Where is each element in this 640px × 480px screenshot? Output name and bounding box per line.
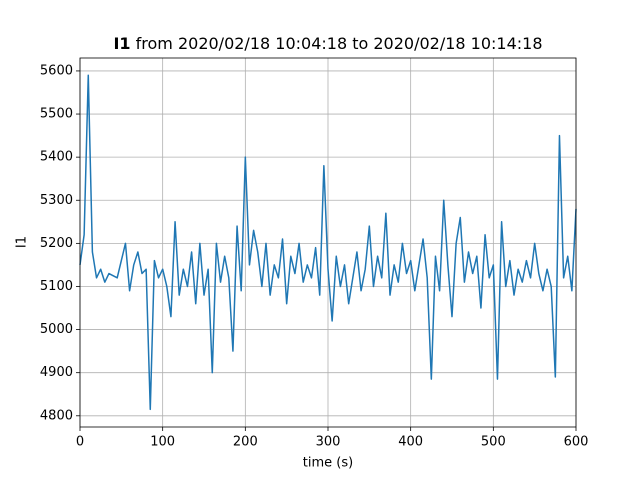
y-tick-label: 5600 (40, 63, 73, 78)
data-line (79, 74, 577, 411)
x-tick-label: 600 (564, 435, 589, 450)
y-tick-label: 4800 (40, 408, 73, 423)
x-axis-label: time (s) (303, 456, 353, 471)
x-tick-label: 400 (398, 435, 423, 450)
title-text: from 2020/02/18 10:04:18 to 2020/02/18 1… (136, 34, 543, 53)
y-tick-label: 5200 (40, 236, 73, 251)
y-tick-label: 5500 (40, 107, 73, 122)
y-tick-label: 5100 (40, 279, 73, 294)
y-axis-label: I1 (15, 236, 30, 248)
y-tick-label: 5400 (40, 150, 73, 165)
title-bold: I1 (113, 34, 130, 53)
y-tick-label: 4900 (40, 365, 73, 380)
x-tick-label: 300 (316, 435, 341, 450)
x-tick-label: 500 (481, 435, 506, 450)
x-tick-label: 100 (150, 435, 175, 450)
y-tick-label: 5300 (40, 193, 73, 208)
x-tick-label: 0 (76, 435, 84, 450)
chart-title: I1 from 2020/02/18 10:04:18 to 2020/02/1… (113, 34, 542, 53)
y-tick-label: 5000 (40, 322, 73, 337)
plot-frame (79, 57, 577, 428)
x-tick-label: 200 (233, 435, 258, 450)
